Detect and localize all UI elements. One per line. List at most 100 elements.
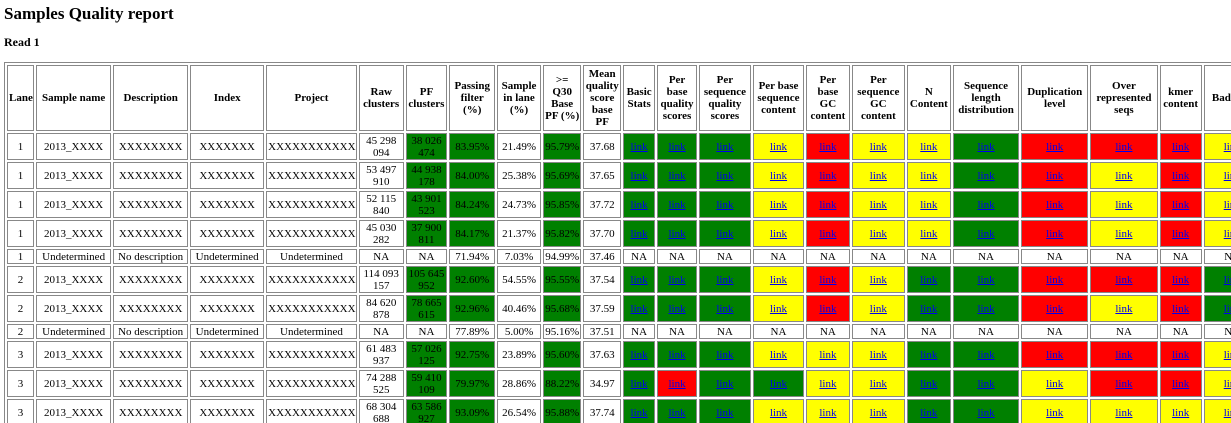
report-link[interactable]: link (630, 348, 648, 361)
report-link[interactable]: link (1223, 273, 1231, 286)
report-link[interactable]: link (819, 198, 837, 211)
report-link[interactable]: link (716, 302, 734, 315)
report-link[interactable]: link (819, 348, 837, 361)
report-link[interactable]: link (1223, 377, 1231, 390)
report-link[interactable]: link (1172, 273, 1190, 286)
report-link[interactable]: link (869, 140, 887, 153)
report-link[interactable]: link (1046, 348, 1064, 361)
report-link[interactable]: link (716, 406, 734, 419)
report-link[interactable]: link (668, 198, 686, 211)
report-link[interactable]: link (716, 273, 734, 286)
report-link[interactable]: link (1046, 227, 1064, 240)
report-link[interactable]: link (977, 198, 995, 211)
report-link[interactable]: link (920, 302, 938, 315)
report-link[interactable]: link (920, 406, 938, 419)
report-link[interactable]: link (977, 273, 995, 286)
report-link[interactable]: link (1172, 198, 1190, 211)
report-link[interactable]: link (769, 302, 788, 315)
report-link[interactable]: link (668, 348, 686, 361)
report-link[interactable]: link (769, 140, 788, 153)
report-link[interactable]: link (668, 273, 686, 286)
report-link[interactable]: link (977, 302, 995, 315)
report-link[interactable]: link (819, 406, 837, 419)
report-link[interactable]: link (920, 227, 938, 240)
report-link[interactable]: link (1115, 406, 1133, 419)
report-link[interactable]: link (769, 377, 788, 390)
report-link[interactable]: link (819, 169, 837, 182)
report-link[interactable]: link (869, 377, 887, 390)
report-link[interactable]: link (769, 169, 788, 182)
report-link[interactable]: link (869, 198, 887, 211)
report-link[interactable]: link (1172, 140, 1190, 153)
report-link[interactable]: link (769, 273, 788, 286)
report-link[interactable]: link (1115, 377, 1133, 390)
report-link[interactable]: link (977, 377, 995, 390)
report-link[interactable]: link (668, 302, 686, 315)
report-link[interactable]: link (869, 348, 887, 361)
report-link[interactable]: link (1172, 169, 1190, 182)
report-link[interactable]: link (630, 198, 648, 211)
report-link[interactable]: link (1046, 169, 1064, 182)
report-link[interactable]: link (1115, 273, 1133, 286)
report-link[interactable]: link (869, 169, 887, 182)
report-link[interactable]: link (869, 273, 887, 286)
report-link[interactable]: link (920, 348, 938, 361)
report-link[interactable]: link (668, 377, 686, 390)
report-link[interactable]: link (977, 227, 995, 240)
report-link[interactable]: link (920, 377, 938, 390)
report-link[interactable]: link (1046, 406, 1064, 419)
report-link[interactable]: link (1046, 140, 1064, 153)
report-link[interactable]: link (668, 406, 686, 419)
report-link[interactable]: link (716, 227, 734, 240)
report-link[interactable]: link (668, 169, 686, 182)
report-link[interactable]: link (819, 302, 837, 315)
report-link[interactable]: link (1115, 227, 1133, 240)
report-link[interactable]: link (1223, 227, 1231, 240)
report-link[interactable]: link (716, 169, 734, 182)
report-link[interactable]: link (1115, 348, 1133, 361)
report-link[interactable]: link (630, 406, 648, 419)
report-link[interactable]: link (1172, 406, 1190, 419)
report-link[interactable]: link (630, 377, 648, 390)
report-link[interactable]: link (1223, 348, 1231, 361)
report-link[interactable]: link (1172, 227, 1190, 240)
report-link[interactable]: link (1172, 302, 1190, 315)
report-link[interactable]: link (1115, 302, 1133, 315)
report-link[interactable]: link (1223, 302, 1231, 315)
report-link[interactable]: link (1223, 198, 1231, 211)
report-link[interactable]: link (977, 169, 995, 182)
report-link[interactable]: link (668, 227, 686, 240)
report-link[interactable]: link (819, 377, 837, 390)
report-link[interactable]: link (1172, 377, 1190, 390)
report-link[interactable]: link (1223, 406, 1231, 419)
report-link[interactable]: link (1046, 198, 1064, 211)
report-link[interactable]: link (1172, 348, 1190, 361)
report-link[interactable]: link (668, 140, 686, 153)
report-link[interactable]: link (977, 140, 995, 153)
report-link[interactable]: link (920, 169, 938, 182)
report-link[interactable]: link (1046, 377, 1064, 390)
report-link[interactable]: link (1046, 273, 1064, 286)
report-link[interactable]: link (1223, 169, 1231, 182)
report-link[interactable]: link (630, 169, 648, 182)
report-link[interactable]: link (630, 227, 648, 240)
report-link[interactable]: link (716, 348, 734, 361)
report-link[interactable]: link (819, 140, 837, 153)
report-link[interactable]: link (819, 227, 837, 240)
report-link[interactable]: link (769, 348, 788, 361)
report-link[interactable]: link (869, 227, 887, 240)
report-link[interactable]: link (1115, 169, 1133, 182)
report-link[interactable]: link (1223, 140, 1231, 153)
report-link[interactable]: link (630, 302, 648, 315)
report-link[interactable]: link (716, 198, 734, 211)
report-link[interactable]: link (630, 273, 648, 286)
report-link[interactable]: link (1046, 302, 1064, 315)
report-link[interactable]: link (977, 348, 995, 361)
report-link[interactable]: link (869, 406, 887, 419)
report-link[interactable]: link (769, 227, 788, 240)
report-link[interactable]: link (869, 302, 887, 315)
report-link[interactable]: link (977, 406, 995, 419)
report-link[interactable]: link (920, 273, 938, 286)
report-link[interactable]: link (716, 140, 734, 153)
report-link[interactable]: link (1115, 140, 1133, 153)
